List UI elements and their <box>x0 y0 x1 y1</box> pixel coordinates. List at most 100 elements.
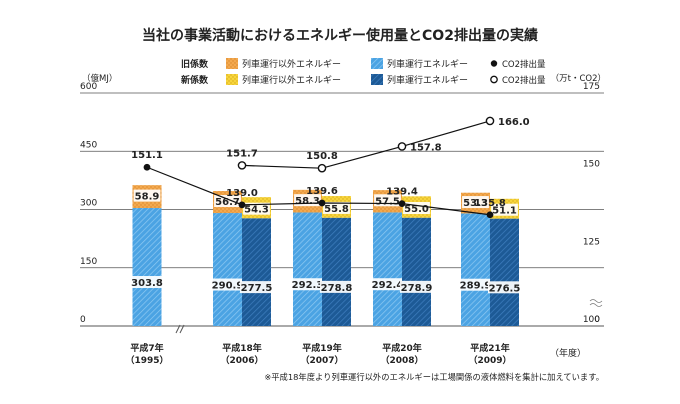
legend-train-new-text: 列車運行エネルギー <box>387 74 468 86</box>
label-train-old: 290.9 <box>212 281 244 292</box>
label-other-new-bg <box>323 201 350 214</box>
category-year-label: （2008） <box>380 355 423 366</box>
left-axis-tick: 450 <box>80 140 97 150</box>
legend-new-label: 新係数 <box>181 74 209 86</box>
label-train-new: 278.8 <box>321 283 353 294</box>
x-axis-break-mark <box>175 324 185 334</box>
left-axis-tick: 600 <box>80 82 97 92</box>
category-year-label: （1995） <box>125 355 168 366</box>
legend-swatch-other-new <box>226 74 238 85</box>
label-other-old: 58.3 <box>295 196 320 207</box>
left-axis-tick: 0 <box>80 315 86 325</box>
category-year-label: （2009） <box>468 355 511 366</box>
left-axis-tick: 150 <box>80 257 97 267</box>
right-axis-tick: 150 <box>583 160 600 170</box>
legend-swatch-train-new <box>371 74 383 85</box>
legend-co2-new-text: CO2排出量 <box>502 75 546 86</box>
legend-old-label: 旧係数 <box>181 58 209 70</box>
label-other-new-bg <box>243 202 270 215</box>
co2-new-label: 150.8 <box>306 151 338 162</box>
legend-co2-old-text: CO2排出量 <box>502 59 546 70</box>
category-year-label: （2007） <box>300 355 343 366</box>
label-other-old: 56.7 <box>215 197 240 208</box>
label-other-old-bg <box>462 196 489 209</box>
label-train-new: 278.9 <box>401 283 433 294</box>
co2-old-label: 151.1 <box>131 150 163 161</box>
label-train-new: 276.5 <box>489 283 521 294</box>
co2-new-point <box>317 163 327 173</box>
legend-train-old-text: 列車運行エネルギー <box>387 58 468 70</box>
right-axis-tick: 0 <box>594 315 600 325</box>
label-other-old: 53.3 <box>463 198 488 209</box>
legend-other-old-text: 列車運行以外エネルギー <box>242 58 341 70</box>
bar-train-new <box>402 217 431 326</box>
right-axis-tick: 125 <box>583 237 600 247</box>
label-other-old-bg <box>214 195 241 208</box>
x-axis-label: （年度） <box>550 347 586 359</box>
co2-new-line <box>241 120 491 169</box>
label-train-old: 292.3 <box>292 280 324 291</box>
chart-title: 当社の事業活動におけるエネルギー使用量とCO2排出量の実績 <box>142 27 538 44</box>
co2-new-point <box>237 161 247 170</box>
label-other-new: 54.3 <box>244 205 269 216</box>
label-other-new: 55.8 <box>324 204 349 215</box>
co2-old-point <box>318 199 326 207</box>
label-other-old: 58.9 <box>135 192 160 203</box>
label-train-old-bg <box>459 278 492 291</box>
co2-new-point <box>397 142 407 151</box>
label-other-old-bg <box>133 189 161 202</box>
bar-train-old <box>373 212 402 326</box>
label-train-new: 277.5 <box>241 283 273 294</box>
label-train-old-bg <box>211 278 244 291</box>
label-other-new: 55.0 <box>404 204 429 215</box>
label-other-old: 57.5 <box>375 196 400 207</box>
label-train-old-bg <box>130 276 164 289</box>
left-axis-label: （億MJ） <box>82 73 117 84</box>
right-axis-tick: 100 <box>583 315 600 325</box>
category-label: 平成19年 <box>302 342 342 354</box>
label-train-new-bg <box>488 281 521 294</box>
right-axis-break-mark <box>589 299 603 307</box>
label-train-new-bg <box>240 281 273 294</box>
co2-new-label: 166.0 <box>498 117 530 128</box>
label-train-old: 303.8 <box>131 278 163 289</box>
co2-old-label: 139.4 <box>386 187 418 198</box>
bar-train-new <box>322 217 351 326</box>
bar-train-old <box>132 208 162 326</box>
legend-swatch-other-old <box>226 58 238 69</box>
legend-swatch-train-old <box>371 58 383 69</box>
co2-old-label: 139.0 <box>226 188 258 199</box>
category-label: 平成7年 <box>130 342 163 354</box>
left-axis-tick: 300 <box>80 199 97 209</box>
label-train-old-bg <box>291 278 324 291</box>
legend-other-new-text: 列車運行以外エネルギー <box>242 74 341 86</box>
legend-marker-co2-new <box>490 75 498 84</box>
category-label: 平成18年 <box>222 342 262 354</box>
co2-old-point <box>238 201 246 209</box>
bar-train-old <box>461 213 490 326</box>
legend-marker-co2-old <box>490 60 498 67</box>
category-label: 平成21年 <box>470 342 510 354</box>
co2-new-point <box>485 116 495 126</box>
label-train-new-bg <box>320 280 353 293</box>
right-axis-label: （万t・CO2） <box>551 73 606 84</box>
co2-old-point <box>486 211 494 219</box>
co2-new-label: 151.7 <box>226 148 258 159</box>
category-year-label: （2006） <box>220 355 263 366</box>
co2-old-label: 135.8 <box>474 198 506 209</box>
label-train-old-bg <box>371 278 404 291</box>
bar-train-new <box>490 218 519 326</box>
bar-train-new <box>242 218 271 326</box>
co2-new-label: 157.8 <box>410 142 442 153</box>
label-train-new-bg <box>400 280 433 293</box>
right-axis-tick: 175 <box>583 82 600 92</box>
category-label: 平成20年 <box>382 342 422 354</box>
label-train-old: 289.9 <box>460 281 492 292</box>
co2-old-point <box>143 163 151 171</box>
label-other-new-bg <box>491 203 518 216</box>
co2-old-label: 139.6 <box>306 186 338 197</box>
bar-train-old <box>213 213 242 326</box>
co2-old-point <box>398 200 406 207</box>
